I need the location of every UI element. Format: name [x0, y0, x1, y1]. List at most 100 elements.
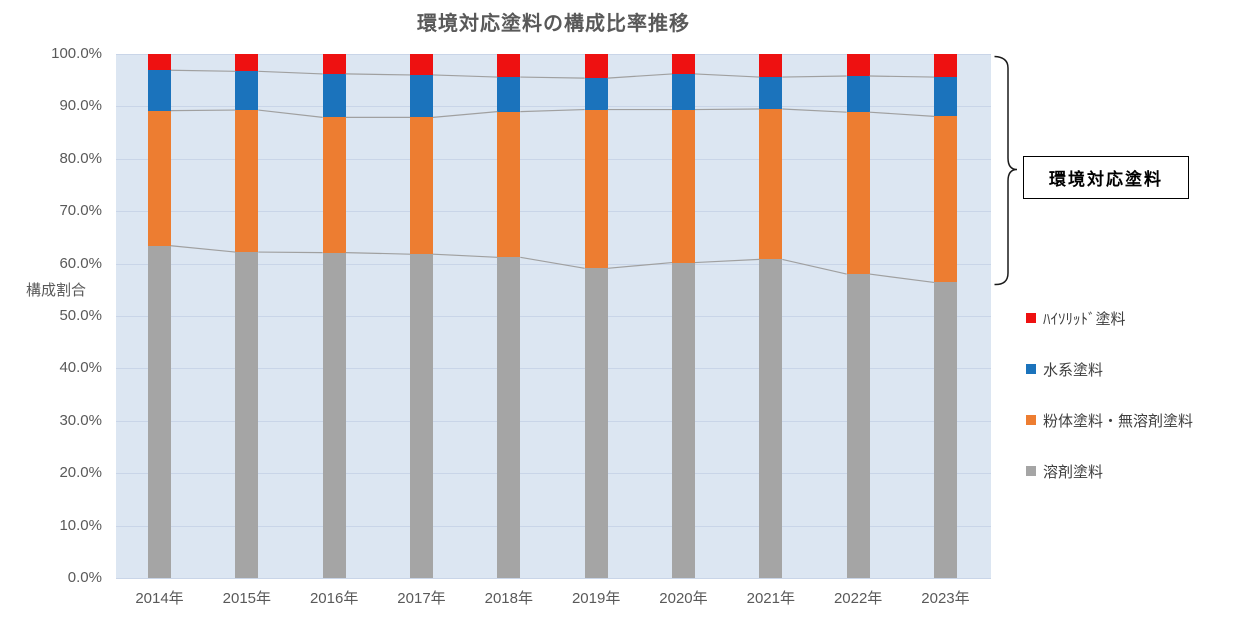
bar-segment [933, 282, 957, 578]
gridline [116, 53, 991, 55]
connector-line [869, 111, 935, 117]
bar-segment [235, 71, 259, 111]
bar-segment [497, 77, 521, 112]
connector-line [345, 251, 411, 255]
legend-item-label: 溶剤塗料 [1043, 463, 1104, 481]
connector-line [782, 108, 847, 113]
y-tick-label: 70.0% [59, 202, 102, 220]
connector-line [694, 258, 760, 264]
x-tick-label: 2017年 [397, 590, 446, 607]
legend-item: ﾊｲｿﾘｯﾄﾞ塗料 [1026, 309, 1193, 328]
legend-item-label: 水系塗料 [1043, 361, 1104, 379]
bar-segment [933, 54, 957, 78]
y-tick-label: 100.0% [51, 45, 102, 62]
legend-swatch-icon [1026, 313, 1036, 323]
bar-segment [759, 109, 783, 260]
bar-segment [148, 245, 171, 578]
bar-segment [322, 54, 346, 74]
legend-item-label: ﾊｲｿﾘｯﾄﾞ塗料 [1043, 310, 1126, 328]
bar-segment [148, 70, 171, 111]
gridline [116, 525, 991, 527]
legend-item-label: 粉体塗料・無溶剤塗料 [1043, 412, 1194, 430]
legend-swatch-icon [1026, 466, 1036, 476]
bar-segment [322, 73, 346, 118]
bar-segment [846, 112, 870, 275]
bar-segment [846, 54, 870, 76]
connector-line [607, 73, 673, 79]
connector-line [694, 73, 760, 78]
bar-segment [584, 109, 608, 269]
connector-line [170, 109, 236, 112]
bar-segment [497, 54, 521, 78]
bar-segment [497, 111, 521, 258]
legend-swatch-icon [1026, 364, 1036, 374]
bar-segment [235, 252, 259, 578]
bar-segment [759, 54, 783, 78]
y-tick-label: 80.0% [59, 149, 102, 167]
connector-line [869, 75, 934, 78]
connector-line [170, 69, 236, 72]
y-tick-label: 40.0% [59, 359, 102, 377]
bar-segment [671, 73, 695, 110]
bar-segment [671, 54, 695, 74]
plot-area [116, 53, 991, 579]
gridline [116, 577, 991, 579]
gridline [116, 472, 991, 474]
bar-segment [409, 254, 433, 578]
chart-title: 環境対応塗料の構成比率推移 [417, 13, 690, 35]
bar-segment [409, 117, 433, 255]
connector-line [782, 75, 847, 78]
x-tick-label: 2020年 [659, 590, 708, 607]
bar-segment [671, 262, 695, 578]
bar-segment [759, 77, 783, 109]
y-axis-title: 構成割合 [26, 282, 87, 299]
gridline [116, 315, 991, 317]
bar-segment [497, 257, 521, 578]
x-tick-label: 2019年 [571, 590, 621, 607]
bar-segment [409, 54, 433, 75]
gridline [116, 158, 991, 160]
x-tick-label: 2022年 [833, 590, 883, 607]
bar-segment [584, 54, 608, 79]
connector-line [432, 74, 498, 78]
y-tick-label: 60.0% [59, 254, 102, 272]
gridline [116, 367, 991, 369]
bar-segment [148, 54, 171, 71]
connector-line [432, 253, 498, 258]
connector-line [258, 251, 323, 254]
y-tick-label: 10.0% [59, 516, 102, 534]
bar-segment [846, 76, 870, 113]
gridline [116, 210, 991, 212]
gridline [116, 420, 991, 422]
bar-segment [759, 259, 783, 578]
connector-line [345, 73, 410, 76]
bar-segment [235, 54, 259, 72]
connector-line [520, 76, 585, 79]
legend-item: 溶剤塗料 [1026, 462, 1193, 481]
bar-segment [409, 74, 433, 118]
x-tick-label: 2021年 [746, 590, 795, 607]
bar-segment [584, 78, 608, 110]
connector-line [258, 109, 323, 119]
y-tick-label: 90.0% [59, 97, 102, 115]
bar-segment [235, 110, 259, 253]
connector-line [782, 258, 847, 275]
y-tick-label: 0.0% [67, 569, 102, 586]
bar-segment [933, 116, 957, 283]
bar-segment [584, 268, 608, 578]
bar-segment [846, 274, 870, 578]
bar-segment [322, 252, 346, 578]
bar-segment [148, 110, 171, 246]
y-tick-label: 50.0% [59, 307, 102, 324]
legend-item: 水系塗料 [1026, 360, 1193, 379]
x-tick-label: 2018年 [484, 590, 533, 607]
x-tick-label: 2014年 [135, 590, 184, 607]
connector-line [432, 111, 498, 119]
connector-line [258, 70, 323, 75]
connector-line [520, 108, 585, 113]
x-tick-label: 2023年 [921, 590, 970, 607]
bar-segment [933, 77, 957, 117]
connector-line [869, 273, 935, 284]
y-tick-label: 30.0% [59, 411, 102, 429]
